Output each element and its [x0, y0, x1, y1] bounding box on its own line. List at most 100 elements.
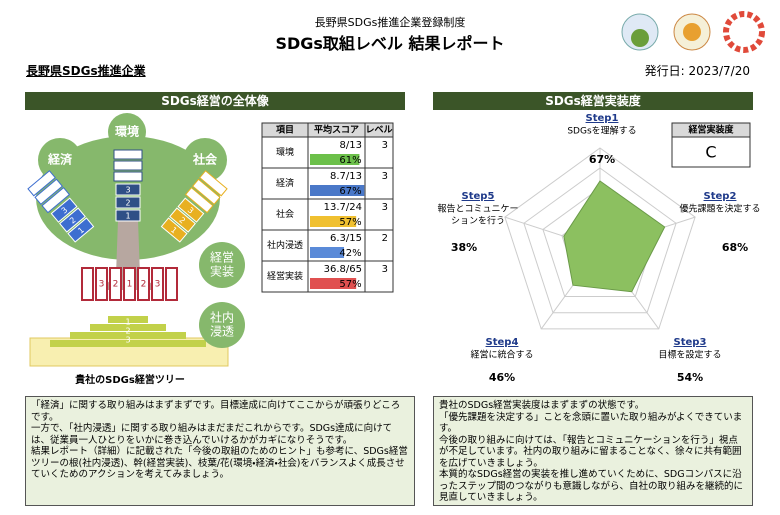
- step: [108, 316, 148, 323]
- leaf: [108, 113, 146, 151]
- paragraph: 「優先課題を決定する」ことを念頭に置いた取り組みがよくできています。: [439, 411, 743, 435]
- level-number: 3: [125, 336, 130, 345]
- branch-box: [34, 178, 64, 205]
- logos: [621, 11, 765, 53]
- paragraph: 本質的なSDGs経営の実装を推し進めていくために、SDGコンパスに沿ったステップ…: [439, 469, 744, 503]
- label: 42%: [339, 248, 361, 259]
- branch-box: [115, 209, 141, 222]
- root-bar: [151, 267, 164, 301]
- label: 2: [382, 233, 388, 244]
- program: 長野県SDGs推進企業登録制度: [314, 16, 466, 29]
- label: 経済: [47, 152, 73, 167]
- branch-box: [113, 171, 143, 182]
- label: 報告とコミュニケー: [437, 203, 518, 215]
- label: 社会: [192, 152, 218, 167]
- step: [90, 324, 166, 331]
- label: C: [705, 143, 716, 162]
- radar-grid: [504, 147, 696, 330]
- leaf: [183, 138, 227, 182]
- paragraph: 今後の取り組みに向けては、「報告とコミュニケーションを行う」視点が不足しています…: [439, 434, 742, 469]
- radar-area: [563, 180, 666, 293]
- root-bar: [165, 267, 178, 301]
- level-number: 2: [141, 280, 147, 290]
- right-comment: 貴社のSDGs経営実装度はまずまずの状態です。 「優先課題を決定する」ことを念頭に…: [433, 396, 753, 506]
- label: Step1: [586, 113, 619, 124]
- progress-bar: [310, 185, 365, 196]
- branch-box: [50, 197, 78, 223]
- root-bar: [109, 267, 122, 301]
- branch: 321: [160, 170, 228, 243]
- label: 46%: [489, 371, 515, 384]
- issued: 発行日: 2023/7/20: [644, 64, 750, 78]
- branch-box: [41, 186, 71, 214]
- branch-box: [169, 207, 196, 233]
- label: 経営実装: [267, 270, 303, 282]
- label: 浸透: [210, 325, 234, 339]
- leaf: [199, 242, 245, 288]
- label: 67%: [589, 153, 615, 166]
- logo: [723, 11, 765, 53]
- grade-box: [671, 136, 751, 168]
- branch-box: [27, 170, 56, 197]
- label: 68%: [722, 241, 748, 254]
- label: Step5: [462, 191, 495, 202]
- branch-box: [67, 217, 95, 243]
- label: 67%: [339, 186, 361, 197]
- label: 貴社のSDGs経営ツリー: [75, 373, 185, 386]
- paragraph: 「経済」に関する取り組みはまずまずです。目標達成に向けてここからが頑張りどころで…: [31, 400, 401, 423]
- level-number: 2: [125, 327, 130, 336]
- label: Step3: [674, 337, 707, 348]
- level-number: 1: [169, 225, 179, 235]
- progress-bar: [310, 247, 345, 258]
- label: 社会: [276, 208, 294, 220]
- left-heading: SDGs経営の全体像: [25, 92, 405, 110]
- level-number: 3: [125, 186, 130, 195]
- branch-box: [59, 207, 86, 233]
- label: 社内: [210, 310, 234, 325]
- label: ションを行う: [451, 215, 505, 227]
- branch-box: [177, 197, 205, 223]
- label: 項目: [276, 125, 294, 136]
- radar-grid: [523, 167, 677, 314]
- left-comment: 「経済」に関する取り組みはまずまずです。目標達成に向けてここからが頑張りどころで…: [25, 396, 415, 506]
- level-number: 2: [125, 199, 130, 208]
- branch: 321: [27, 170, 95, 243]
- label: Step2: [704, 191, 737, 202]
- label: 8/13: [340, 140, 362, 151]
- label: 環境: [276, 146, 294, 158]
- label: 平均スコア: [314, 124, 359, 136]
- logo: [683, 23, 701, 41]
- label: 環境: [115, 124, 139, 139]
- trunk: [100, 220, 160, 290]
- label: 57%: [339, 217, 361, 228]
- root-bar: [123, 267, 136, 301]
- label: 3: [382, 202, 388, 213]
- branch-box: [115, 183, 141, 196]
- branch-box: [191, 178, 221, 205]
- branch-box: [113, 149, 143, 160]
- level-number: 3: [186, 205, 196, 215]
- branch-box: [199, 170, 228, 197]
- level-number: 3: [60, 205, 70, 215]
- label: 実装: [210, 265, 234, 279]
- label: 社内浸透: [267, 239, 303, 251]
- branch-box: [113, 160, 143, 171]
- label: SDGsを理解する: [567, 125, 636, 137]
- logo: [631, 29, 649, 47]
- level-number: 3: [155, 280, 161, 290]
- label: 3: [382, 171, 388, 182]
- label: 36.8/65: [324, 264, 362, 275]
- level-number: 1: [125, 212, 130, 221]
- paragraph: 貴社のSDGs経営実装度はまずまずの状態です。: [439, 400, 645, 411]
- paragraph: 結果レポート（詳細）に記載された「今後の取組のためのヒント」も参考に、SDGs経…: [31, 446, 408, 480]
- label: レベル: [365, 125, 392, 136]
- progress-bar: [310, 278, 357, 289]
- label: 3: [382, 264, 388, 275]
- label: 優先課題を決定する: [679, 203, 760, 215]
- label: 8.7/13: [330, 171, 362, 182]
- leaf: [199, 302, 245, 348]
- branch-box: [115, 196, 141, 209]
- root-bar: [81, 267, 94, 301]
